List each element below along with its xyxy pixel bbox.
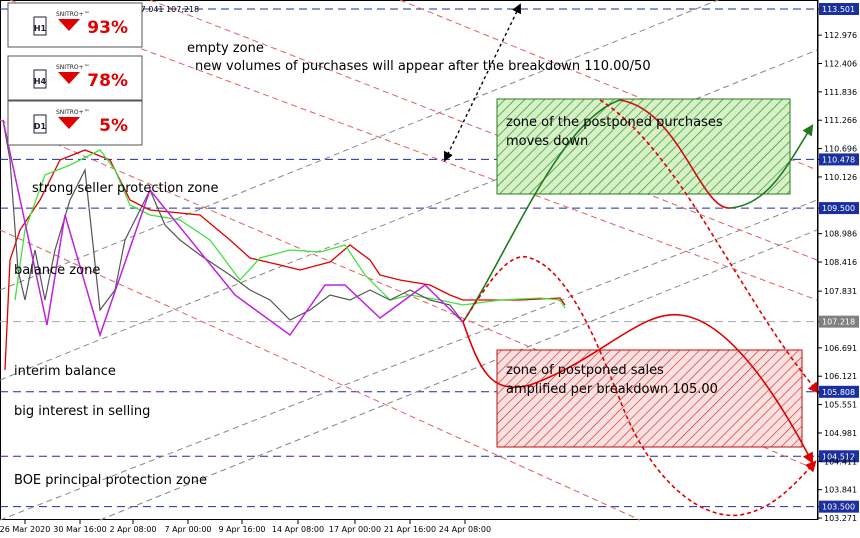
signal-brand: SNITRO+™ bbox=[56, 109, 90, 116]
price-tag bbox=[819, 315, 859, 328]
signal-box bbox=[7, 100, 143, 146]
time-label: 26 Mar 2020 bbox=[0, 525, 50, 534]
price-label: 108.986 bbox=[824, 230, 857, 239]
signal-box bbox=[7, 2, 143, 48]
price-label: 107.831 bbox=[824, 287, 857, 296]
time-label: 9 Apr 16:00 bbox=[218, 525, 265, 534]
time-label: 7 Apr 00:00 bbox=[164, 525, 211, 534]
price-label: 103.271 bbox=[824, 514, 857, 523]
ichimoku bbox=[4, 149, 566, 371]
zigzag bbox=[2, 119, 464, 338]
time-label: 17 Apr 00:00 bbox=[329, 525, 381, 534]
price-label: 111.836 bbox=[824, 88, 857, 97]
annotation: zone of the postponed purchases bbox=[506, 115, 723, 130]
price-label: 103.500 bbox=[822, 503, 855, 512]
annotation: interim balance bbox=[14, 364, 116, 379]
signal-icon bbox=[33, 69, 47, 89]
price-axis: 113.501 112.976 112.406 111.836 111.266 110.6… bbox=[817, 0, 859, 523]
price-label: 110.126 bbox=[824, 173, 857, 182]
price-label: 104.512 bbox=[822, 452, 855, 461]
time-label: 2 Apr 08:00 bbox=[109, 525, 156, 534]
signal-brand: SNITRO+™ bbox=[56, 11, 90, 18]
price-tag bbox=[819, 202, 859, 215]
price-label: 107.218 bbox=[822, 318, 855, 327]
purchase-zone bbox=[496, 98, 791, 195]
price-tag bbox=[819, 385, 859, 398]
price-label: 110.478 bbox=[822, 155, 855, 164]
annotation: zone of postponed sales bbox=[506, 363, 664, 378]
signal-brand: SNITRO+™ bbox=[56, 64, 90, 71]
annotation: empty zone bbox=[187, 41, 264, 56]
signal-arrow bbox=[58, 117, 80, 129]
annotation: big interest in selling bbox=[14, 404, 150, 419]
price-label: 112.406 bbox=[824, 59, 857, 68]
price-label: 106.691 bbox=[824, 344, 857, 353]
signal-timeframe: D1 bbox=[34, 122, 47, 131]
annotation: new volumes of purchases will appear aft… bbox=[195, 59, 651, 74]
signal-timeframe: H1 bbox=[34, 24, 47, 33]
time-axis: 26 Mar 2020 30 Mar 16:00 2 Apr 08:00 7 Apr … bbox=[0, 520, 491, 534]
forecast-paths bbox=[444, 3, 820, 517]
price-tag bbox=[819, 153, 859, 166]
price-tag bbox=[819, 450, 859, 463]
annotation: moves down bbox=[506, 134, 588, 149]
price-tag bbox=[819, 3, 859, 15]
signal-arrow bbox=[58, 19, 80, 31]
time-label: 30 Mar 16:00 bbox=[53, 525, 106, 534]
signal-value: 5% bbox=[99, 116, 128, 136]
signal-value: 93% bbox=[87, 18, 128, 38]
signal-icon bbox=[33, 16, 47, 36]
annotation: strong seller protection zone bbox=[32, 181, 219, 196]
price-label: 109.500 bbox=[822, 204, 855, 213]
price-label: 108.416 bbox=[824, 258, 857, 267]
annotation: BOE principal protection zone bbox=[14, 473, 207, 488]
price-path bbox=[2, 119, 464, 323]
price-label: 111.266 bbox=[824, 116, 857, 125]
signal-value: 78% bbox=[87, 71, 128, 91]
price-label: 110.696 bbox=[824, 145, 857, 154]
annotation: amplified per breakdown 105.00 bbox=[506, 382, 718, 397]
price-label: 104.411 bbox=[824, 457, 857, 466]
signal-arrow bbox=[58, 72, 80, 84]
signal-box bbox=[7, 55, 143, 101]
price-tag bbox=[819, 500, 859, 513]
time-label: 24 Apr 08:00 bbox=[439, 525, 491, 534]
price-label: 105.808 bbox=[822, 388, 855, 397]
signal-timeframe: H4 bbox=[34, 77, 47, 86]
signal-icon bbox=[33, 114, 47, 134]
price-label: 106.121 bbox=[824, 372, 857, 381]
price-label: 103.841 bbox=[824, 486, 857, 495]
price-label: 105.551 bbox=[824, 401, 857, 410]
time-label: 21 Apr 16:00 bbox=[384, 525, 436, 534]
price-label: 112.976 bbox=[824, 31, 857, 40]
price-label: 104.981 bbox=[824, 429, 857, 438]
time-label: 14 Apr 08:00 bbox=[272, 525, 324, 534]
price-label: 113.501 bbox=[822, 5, 855, 14]
annotation: balance zone bbox=[14, 263, 100, 278]
